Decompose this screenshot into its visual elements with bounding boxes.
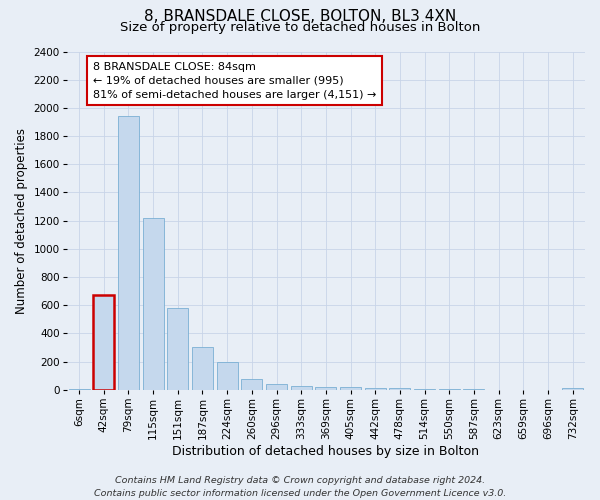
X-axis label: Distribution of detached houses by size in Bolton: Distribution of detached houses by size … bbox=[172, 444, 479, 458]
Text: 8, BRANSDALE CLOSE, BOLTON, BL3 4XN: 8, BRANSDALE CLOSE, BOLTON, BL3 4XN bbox=[144, 9, 456, 24]
Bar bbox=[316, 387, 337, 390]
Bar bbox=[291, 386, 311, 390]
Y-axis label: Number of detached properties: Number of detached properties bbox=[15, 128, 28, 314]
Bar bbox=[93, 296, 114, 390]
Bar bbox=[93, 296, 114, 390]
Bar bbox=[439, 389, 460, 390]
Bar bbox=[192, 347, 213, 390]
Bar bbox=[143, 218, 164, 390]
Bar bbox=[118, 116, 139, 390]
Bar bbox=[562, 388, 583, 390]
Bar bbox=[241, 380, 262, 390]
Text: Contains HM Land Registry data © Crown copyright and database right 2024.
Contai: Contains HM Land Registry data © Crown c… bbox=[94, 476, 506, 498]
Text: 8 BRANSDALE CLOSE: 84sqm
← 19% of detached houses are smaller (995)
81% of semi-: 8 BRANSDALE CLOSE: 84sqm ← 19% of detach… bbox=[92, 62, 376, 100]
Bar bbox=[365, 388, 386, 390]
Bar bbox=[167, 308, 188, 390]
Bar bbox=[340, 387, 361, 390]
Bar bbox=[414, 388, 435, 390]
Bar bbox=[266, 384, 287, 390]
Bar bbox=[68, 389, 89, 390]
Text: Size of property relative to detached houses in Bolton: Size of property relative to detached ho… bbox=[120, 21, 480, 34]
Bar bbox=[389, 388, 410, 390]
Bar bbox=[217, 362, 238, 390]
